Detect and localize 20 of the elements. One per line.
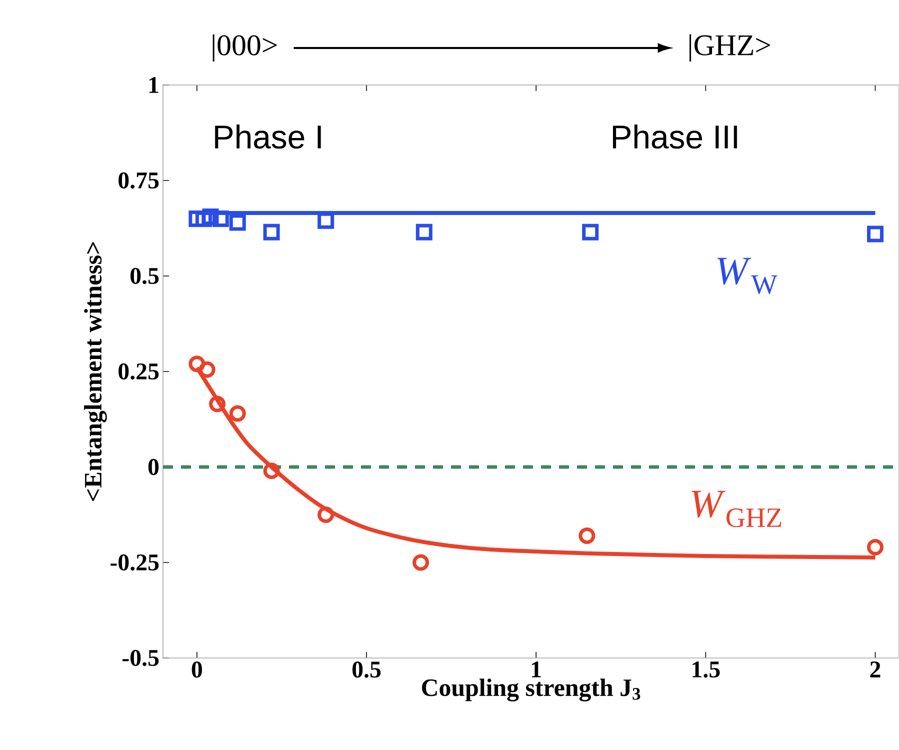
x-tick-label: 2 bbox=[870, 662, 880, 678]
y-tick-label: 0.5 bbox=[130, 268, 159, 284]
x-tick-label: 1.5 bbox=[692, 662, 720, 678]
y-tick-label: 0 bbox=[148, 458, 159, 476]
annotation: Phase I bbox=[215, 124, 321, 149]
text: W$_{W}$ bbox=[717, 258, 778, 294]
x-tick-label: 0 bbox=[192, 662, 202, 678]
annotation: Phase III bbox=[612, 124, 737, 149]
text: W$_{GHZ}$ bbox=[692, 490, 782, 528]
y-axis-title: <Entanglement witness> bbox=[84, 242, 107, 502]
y-tick-label: 0.75 bbox=[118, 172, 159, 189]
y-tick-label: -0.25 bbox=[110, 554, 159, 571]
x-tick-label: 1 bbox=[532, 662, 541, 678]
y-tick-label: -0.5 bbox=[122, 650, 159, 666]
text: |000> bbox=[212, 34, 277, 62]
y-tick-label: 0.25 bbox=[118, 363, 159, 380]
x-tick-label: 0.5 bbox=[352, 662, 381, 678]
y-tick-label: 1 bbox=[149, 77, 158, 93]
text: |GHZ> bbox=[690, 34, 770, 62]
x-axis-title: Coupling strength J$_{3}$ bbox=[422, 678, 640, 702]
